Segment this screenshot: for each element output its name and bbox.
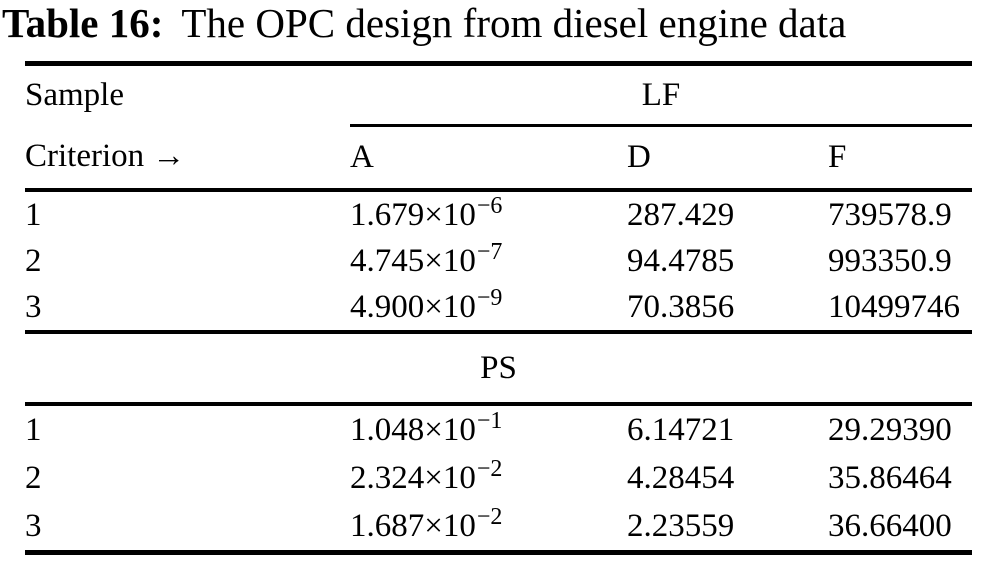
a-value-base: 4.745×10 xyxy=(350,242,476,279)
sample-cell: 3 xyxy=(25,288,42,325)
criterion-d-cell: 2.23559 xyxy=(627,507,735,544)
a-value-exponent: −6 xyxy=(476,192,503,219)
criterion-f-cell: 993350.9 xyxy=(828,242,952,279)
a-value-exponent: −9 xyxy=(476,284,503,311)
criterion-header: Criterion → xyxy=(25,125,350,192)
column-header-f: F xyxy=(828,125,973,192)
sample-cell: 1 xyxy=(25,196,42,233)
a-value-exponent: −7 xyxy=(476,238,503,265)
criterion-a-cell: 2.324×10−2 xyxy=(350,454,627,502)
criterion-a-cell: 4.900×10−9 xyxy=(350,284,627,332)
criterion-f-cell: 739578.9 xyxy=(828,196,952,233)
criterion-a-cell: 1.679×10−6 xyxy=(350,190,627,238)
group-header-ps: PS xyxy=(25,330,973,406)
criterion-d-cell: 4.28454 xyxy=(627,459,735,496)
column-header-d: D xyxy=(627,125,828,192)
criterion-a-cell: 1.048×10−1 xyxy=(350,404,627,454)
table-row-ps-3: 3 1.687×10−2 2.23559 36.66400 xyxy=(25,502,972,553)
criterion-f-cell: 35.86464 xyxy=(828,459,952,496)
sample-cell: 2 xyxy=(25,459,42,496)
sample-header: Sample xyxy=(25,77,124,114)
table-row-lf-3: 3 4.900×10−9 70.3856 10499746 xyxy=(25,284,972,332)
sample-cell: 1 xyxy=(25,411,42,448)
criterion-d-cell: 287.429 xyxy=(627,196,735,233)
table-row-ps-1: 1 1.048×10−1 6.14721 29.29390 xyxy=(25,404,972,454)
sample-cell: 2 xyxy=(25,242,42,279)
criterion-d-cell: 6.14721 xyxy=(627,411,735,448)
table-caption-text: The OPC design from diesel engine data xyxy=(181,0,847,46)
a-value-base: 2.324×10 xyxy=(350,459,476,496)
table-row-lf-2: 2 4.745×10−7 94.4785 993350.9 xyxy=(25,238,972,284)
criterion-f-cell: 36.66400 xyxy=(828,507,952,544)
column-header-a: A xyxy=(350,125,627,192)
a-value-exponent: −2 xyxy=(476,455,503,482)
criterion-a-cell: 4.745×10−7 xyxy=(350,238,627,284)
table-row-lf-1: 1 1.679×10−6 287.429 739578.9 xyxy=(25,190,972,238)
a-value-base: 1.048×10 xyxy=(350,411,476,448)
header-row-ps: PS xyxy=(25,330,973,406)
criterion-f-cell: 29.29390 xyxy=(828,411,952,448)
criterion-d-cell: 94.4785 xyxy=(627,242,735,279)
a-value-exponent: −1 xyxy=(476,407,503,434)
a-value-base: 1.679×10 xyxy=(350,196,476,233)
table-caption: Table 16: The OPC design from diesel engi… xyxy=(2,0,846,47)
opc-design-table: Sample LF Criterion → A D F 1 1.679×10−6… xyxy=(25,61,973,555)
header-row-group: Sample LF xyxy=(25,63,973,127)
group-header-lf: LF xyxy=(350,63,973,127)
criterion-a-cell: 1.687×10−2 xyxy=(350,502,627,553)
a-value-base: 4.900×10 xyxy=(350,288,476,325)
a-value-exponent: −2 xyxy=(476,503,503,530)
header-row-criteria: Criterion → A D F xyxy=(25,125,973,192)
criterion-f-cell: 10499746 xyxy=(828,288,960,325)
table-row-ps-2: 2 2.324×10−2 4.28454 35.86464 xyxy=(25,454,972,502)
criterion-d-cell: 70.3856 xyxy=(627,288,735,325)
sample-cell: 3 xyxy=(25,507,42,544)
table-caption-number: Table 16: xyxy=(2,0,164,46)
a-value-base: 1.687×10 xyxy=(350,507,476,544)
